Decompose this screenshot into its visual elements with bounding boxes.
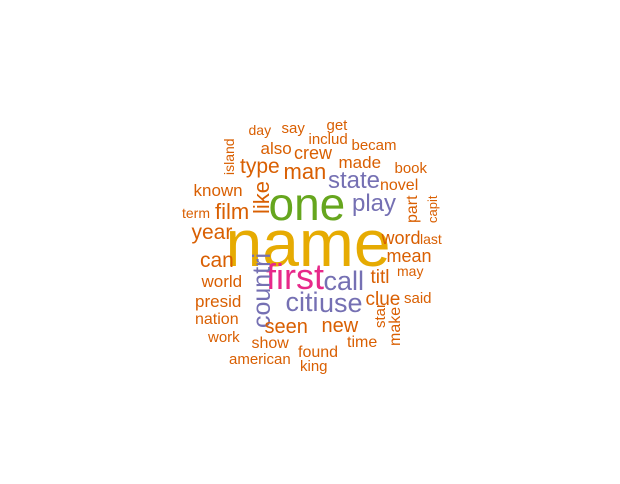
word-one: one [268, 178, 346, 230]
word-becam: becam [351, 136, 397, 154]
word-play: play [352, 190, 397, 217]
word-name: name [225, 206, 391, 280]
word-presid: presid [195, 291, 242, 311]
word-found: found [298, 344, 339, 361]
word-capit: capit [424, 195, 440, 223]
word-time: time [347, 334, 378, 351]
word-last: last [420, 231, 442, 247]
word-say: say [281, 119, 305, 137]
word-island: island [221, 137, 237, 175]
word-american: american [229, 350, 291, 368]
word-novel: novel [380, 177, 419, 194]
word-man: man [283, 159, 327, 184]
word-call: call [323, 265, 365, 296]
word-also: also [260, 138, 292, 158]
word-first: first [266, 256, 324, 297]
word-term: term [182, 205, 210, 221]
word-book: book [394, 159, 428, 177]
word-part: part [404, 195, 421, 223]
word-day: day [248, 122, 272, 138]
word-includ: includ [308, 130, 348, 148]
word-year: year [191, 220, 233, 244]
word-known: known [193, 180, 243, 200]
word-type: type [240, 154, 280, 178]
word-state: state [328, 167, 381, 194]
word-use: use [319, 287, 363, 318]
word-mean: mean [386, 246, 432, 266]
word-get: get [326, 116, 348, 134]
word-world: world [201, 271, 243, 291]
word-king: king [300, 357, 328, 375]
word-said: said [404, 289, 432, 307]
word-word: word [381, 228, 421, 248]
word-make: make [387, 306, 404, 346]
word-may: may [397, 263, 424, 279]
word-film: film [215, 199, 250, 224]
word-made: made [338, 152, 382, 172]
word-like: like [249, 180, 274, 214]
word-show: show [251, 335, 289, 352]
word-nation: nation [195, 311, 239, 328]
word-work: work [208, 328, 240, 346]
word-star: star [371, 302, 389, 328]
word-titl: titl [370, 266, 390, 288]
word-crew: crew [294, 143, 333, 163]
word-new: new [321, 315, 359, 337]
word-can: can [200, 248, 234, 272]
word-seen: seen [264, 316, 308, 338]
word-citi: citi [285, 286, 319, 317]
word-clue: clue [365, 288, 401, 310]
